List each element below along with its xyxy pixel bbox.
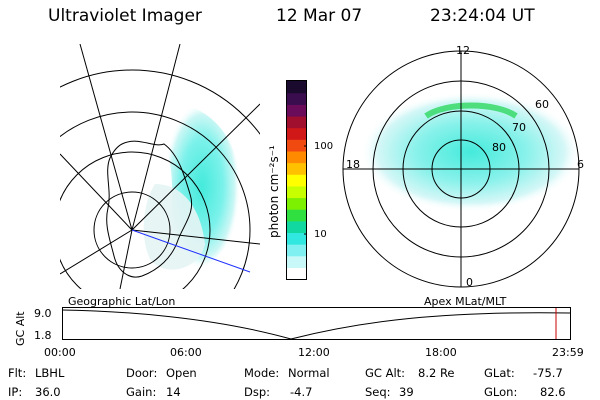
door-value: Open bbox=[166, 366, 197, 380]
mlat-label-60: 60 bbox=[535, 98, 549, 111]
seq-label: Seq: bbox=[365, 385, 391, 399]
colorbar-segment bbox=[287, 150, 306, 164]
seq-value: 39 bbox=[399, 385, 414, 399]
apex-projection-label: Apex MLat/MLT bbox=[424, 295, 507, 308]
colorbar-segment bbox=[287, 92, 306, 105]
xtick-2359: 23:59 bbox=[552, 346, 584, 359]
colorbar-segment bbox=[287, 244, 306, 257]
dsp-label: Dsp: bbox=[244, 385, 271, 399]
gain-label: Gain: bbox=[126, 385, 157, 399]
dsp-value: -4.7 bbox=[290, 385, 313, 399]
geographic-map bbox=[60, 44, 260, 289]
door-label: Door: bbox=[126, 366, 158, 380]
glon-label: GLon: bbox=[484, 385, 518, 399]
aurora-arc-right bbox=[424, 102, 518, 119]
colorbar-segment bbox=[287, 267, 306, 280]
orbit-altitude-plot bbox=[62, 307, 571, 340]
colorbar-segment bbox=[287, 162, 306, 175]
colorbar-segment bbox=[287, 127, 306, 140]
colorbar-segment bbox=[287, 255, 306, 268]
mlt-label-0: 0 bbox=[466, 276, 473, 289]
colorbar-segment bbox=[287, 197, 306, 210]
xtick-0000: 00:00 bbox=[44, 346, 76, 359]
colorbar-segment bbox=[287, 81, 306, 94]
colorbar-segment bbox=[287, 115, 306, 129]
instrument-title: Ultraviolet Imager bbox=[48, 6, 202, 26]
timeline-ymax: 9.0 bbox=[34, 307, 52, 320]
mlat-label-70: 70 bbox=[512, 121, 526, 134]
time-label: 23:24:04 UT bbox=[430, 6, 535, 26]
aurora-faint-left bbox=[143, 184, 205, 270]
xtick-1200: 12:00 bbox=[298, 346, 330, 359]
gain-value: 14 bbox=[166, 385, 181, 399]
geographic-projection-label: Geographic Lat/Lon bbox=[68, 295, 176, 308]
glat-value: -75.7 bbox=[533, 366, 563, 380]
colorbar-tick-100: 100 bbox=[314, 141, 334, 152]
timeline-ylabel: GC Alt bbox=[14, 311, 27, 346]
colorbar-segment bbox=[287, 220, 306, 234]
colorbar-segment bbox=[287, 232, 306, 245]
colorbar-segment bbox=[287, 174, 306, 187]
colorbar bbox=[286, 80, 307, 280]
ip-value: 36.0 bbox=[35, 385, 61, 399]
colorbar-segment bbox=[287, 209, 306, 222]
colorbar-segment bbox=[287, 104, 306, 117]
xtick-1800: 18:00 bbox=[425, 346, 457, 359]
date-label: 12 Mar 07 bbox=[276, 6, 363, 26]
mlt-label-12: 12 bbox=[456, 44, 470, 57]
colorbar-unit-label: photon cm⁻²s⁻¹ bbox=[267, 145, 281, 238]
mlt-label-6: 6 bbox=[577, 158, 584, 171]
ip-label: IP: bbox=[8, 385, 23, 399]
colorbar-segment bbox=[287, 185, 306, 199]
mode-value: Normal bbox=[288, 366, 330, 380]
magnetic-polar-map bbox=[342, 50, 581, 288]
filter-label: Flt: bbox=[8, 366, 27, 380]
mlat-label-80: 80 bbox=[492, 141, 506, 154]
mode-label: Mode: bbox=[244, 366, 280, 380]
gcalt-value: 8.2 Re bbox=[418, 366, 455, 380]
aurora-glow-right bbox=[361, 92, 581, 212]
altitude-curve bbox=[62, 309, 571, 340]
glon-value: 82.6 bbox=[540, 385, 566, 399]
colorbar-segment bbox=[287, 139, 306, 152]
filter-value: LBHL bbox=[35, 366, 65, 380]
mlt-label-18: 18 bbox=[346, 158, 360, 171]
glat-label: GLat: bbox=[484, 366, 515, 380]
colorbar-tick-10: 10 bbox=[314, 229, 327, 240]
xtick-0600: 06:00 bbox=[170, 346, 202, 359]
coastline bbox=[106, 140, 192, 278]
gcalt-label: GC Alt: bbox=[365, 366, 406, 380]
timeline-ymin: 1.8 bbox=[34, 329, 52, 342]
